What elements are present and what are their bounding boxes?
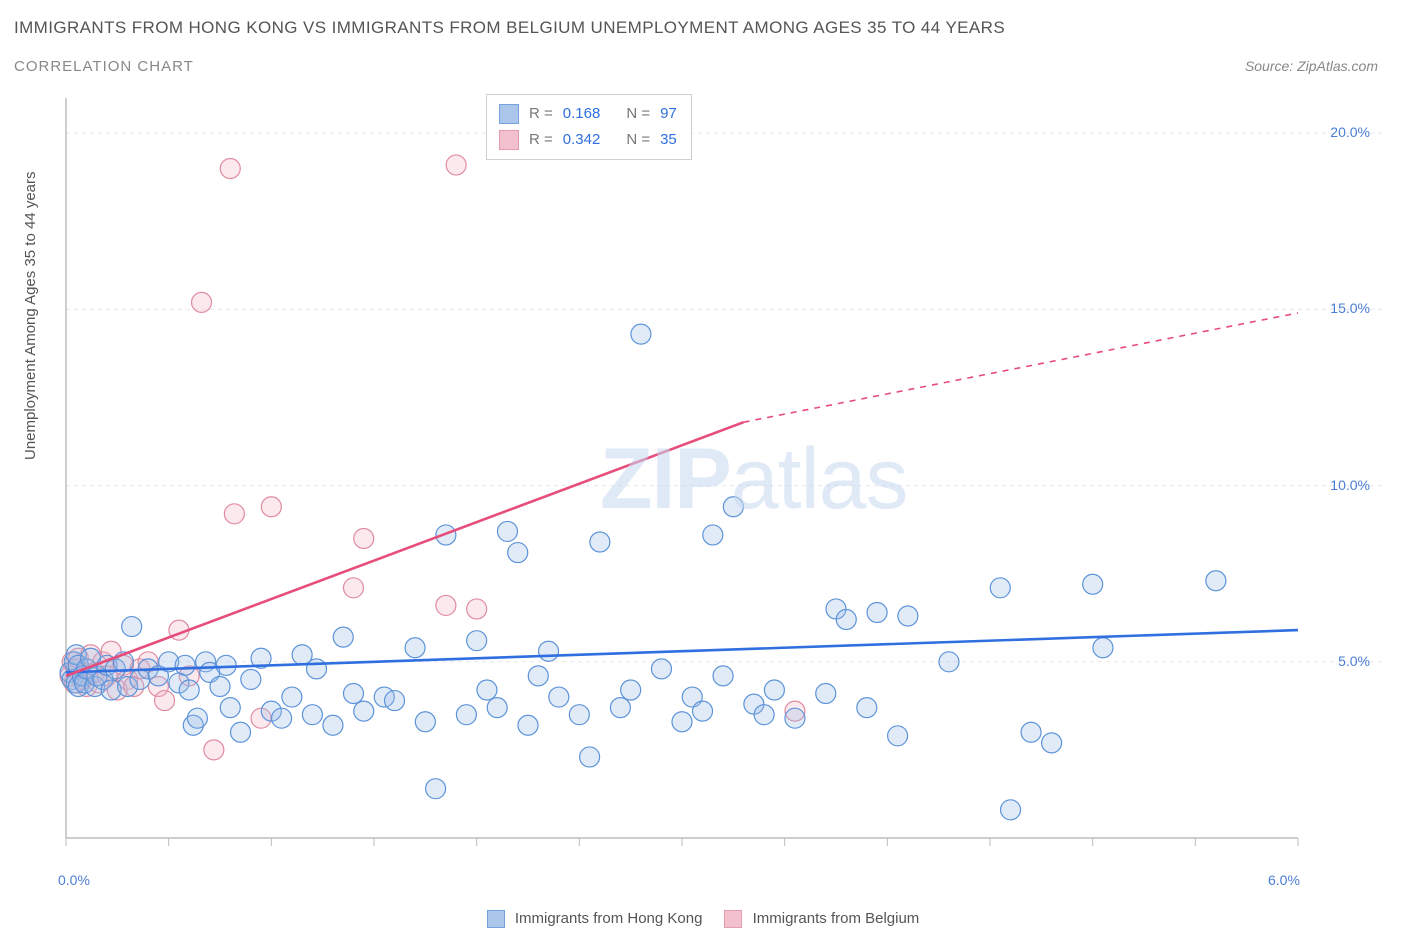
corr-n-hk: 97 (660, 101, 677, 127)
y-tick-label: 5.0% (1338, 653, 1370, 669)
y-axis-label: Unemployment Among Ages 35 to 44 years (22, 171, 39, 460)
corr-n-key: N = (626, 127, 650, 153)
swatch-hk (487, 910, 505, 928)
correlation-row-be: R = 0.342 N = 35 (499, 127, 677, 153)
swatch-be (499, 130, 519, 150)
chart-title: IMMIGRANTS FROM HONG KONG VS IMMIGRANTS … (14, 18, 1005, 38)
corr-r-key: R = (529, 101, 553, 127)
swatch-be (724, 910, 742, 928)
legend-item-be: Immigrants from Belgium (724, 910, 919, 928)
bottom-legend: Immigrants from Hong Kong Immigrants fro… (0, 910, 1406, 928)
y-tick-label: 20.0% (1330, 124, 1370, 140)
corr-n-be: 35 (660, 127, 677, 153)
corr-r-be: 0.342 (563, 127, 601, 153)
legend-item-hk: Immigrants from Hong Kong (487, 910, 703, 928)
corr-n-key: N = (626, 101, 650, 127)
x-tick-label: 6.0% (1268, 872, 1300, 888)
correlation-legend: R = 0.168 N = 97 R = 0.342 N = 35 (486, 94, 692, 160)
legend-label-be: Immigrants from Belgium (753, 910, 920, 927)
legend-label-hk: Immigrants from Hong Kong (515, 910, 703, 927)
y-tick-label: 15.0% (1330, 300, 1370, 316)
chart-subtitle: CORRELATION CHART (14, 58, 194, 75)
swatch-hk (499, 104, 519, 124)
scatter-plot (56, 92, 1384, 882)
correlation-row-hk: R = 0.168 N = 97 (499, 101, 677, 127)
corr-r-hk: 0.168 (563, 101, 601, 127)
corr-r-key: R = (529, 127, 553, 153)
x-tick-label: 0.0% (58, 872, 90, 888)
y-tick-label: 10.0% (1330, 477, 1370, 493)
chart-area: 5.0%10.0%15.0%20.0%0.0%6.0% (56, 92, 1384, 882)
source-label: Source: ZipAtlas.com (1245, 58, 1378, 74)
